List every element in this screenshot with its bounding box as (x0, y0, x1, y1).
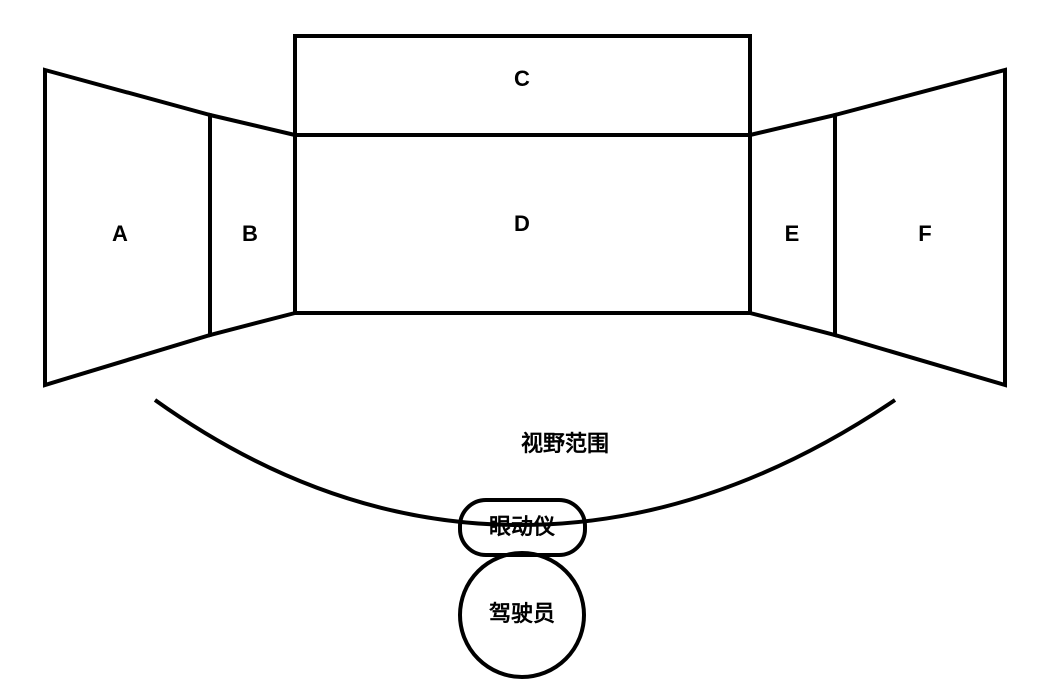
fov-arc (155, 400, 895, 525)
panel-f-label: F (918, 221, 931, 246)
panel-d-label: D (514, 211, 530, 236)
panel-b-label: B (242, 221, 258, 246)
panel-a-label: A (112, 221, 128, 246)
panel-e-label: E (785, 221, 800, 246)
fov-label: 视野范围 (521, 431, 609, 456)
driver-label: 驾驶员 (489, 601, 555, 626)
eye-tracker-label: 眼动仪 (489, 514, 556, 539)
panel-c-label: C (514, 66, 530, 91)
